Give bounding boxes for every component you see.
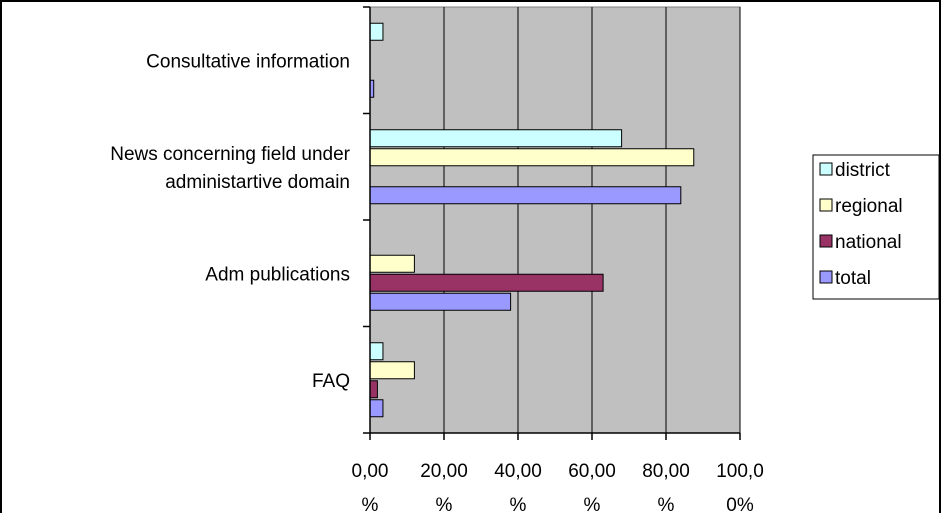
bar-district bbox=[369, 129, 623, 148]
x-tick-label: 100,0 bbox=[716, 461, 764, 482]
bar-national bbox=[369, 273, 604, 292]
x-tick-label: 20,00 bbox=[420, 461, 468, 482]
legend-swatch-district bbox=[819, 162, 833, 176]
legend-label-total: total bbox=[835, 268, 871, 289]
bar-district bbox=[369, 22, 384, 41]
legend-swatch-total bbox=[819, 270, 833, 284]
legend-label-regional: regional bbox=[835, 196, 903, 217]
legend-label-national: national bbox=[835, 232, 902, 253]
category-label: News concerning field under bbox=[110, 144, 350, 165]
category-label: Consultative information bbox=[146, 51, 350, 72]
legend-label-district: district bbox=[835, 160, 891, 181]
bar-district bbox=[369, 342, 384, 361]
category-labels: Consultative information News concerning … bbox=[110, 51, 350, 392]
x-tick-label: % bbox=[510, 495, 527, 513]
plot-area bbox=[369, 6, 741, 434]
legend-swatch-national bbox=[819, 234, 833, 248]
bar-national bbox=[369, 380, 378, 399]
gridlines bbox=[443, 7, 741, 433]
legend-box bbox=[812, 154, 940, 300]
x-tick-label: 0% bbox=[726, 495, 754, 513]
bar-total bbox=[369, 399, 384, 418]
x-tick-label: 0,00 bbox=[352, 461, 389, 482]
bar-total bbox=[369, 186, 682, 205]
bar-regional bbox=[369, 148, 695, 167]
category-label: administartive domain bbox=[165, 172, 350, 193]
bar-regional bbox=[369, 361, 415, 380]
x-tick-label: % bbox=[584, 495, 601, 513]
legend-swatch-regional bbox=[819, 198, 833, 212]
x-tick-label: % bbox=[658, 495, 675, 513]
category-label: FAQ bbox=[312, 371, 350, 392]
x-tick-labels: 0,00% 20,00% 40,00% 60,00% 80,00% 100,0 0% bbox=[352, 461, 764, 516]
x-tick-label: % bbox=[436, 495, 453, 513]
legend: district regional national total bbox=[812, 154, 940, 300]
bar-total bbox=[369, 292, 512, 311]
x-tick-label: 60,00 bbox=[568, 461, 616, 482]
axes bbox=[363, 6, 741, 440]
x-tick-label: % bbox=[362, 495, 379, 513]
category-label: Adm publications bbox=[205, 264, 350, 285]
x-tick-label: 40,00 bbox=[494, 461, 542, 482]
x-tick-label: 80,00 bbox=[642, 461, 690, 482]
bar-regional bbox=[369, 254, 415, 273]
bars bbox=[369, 22, 695, 418]
